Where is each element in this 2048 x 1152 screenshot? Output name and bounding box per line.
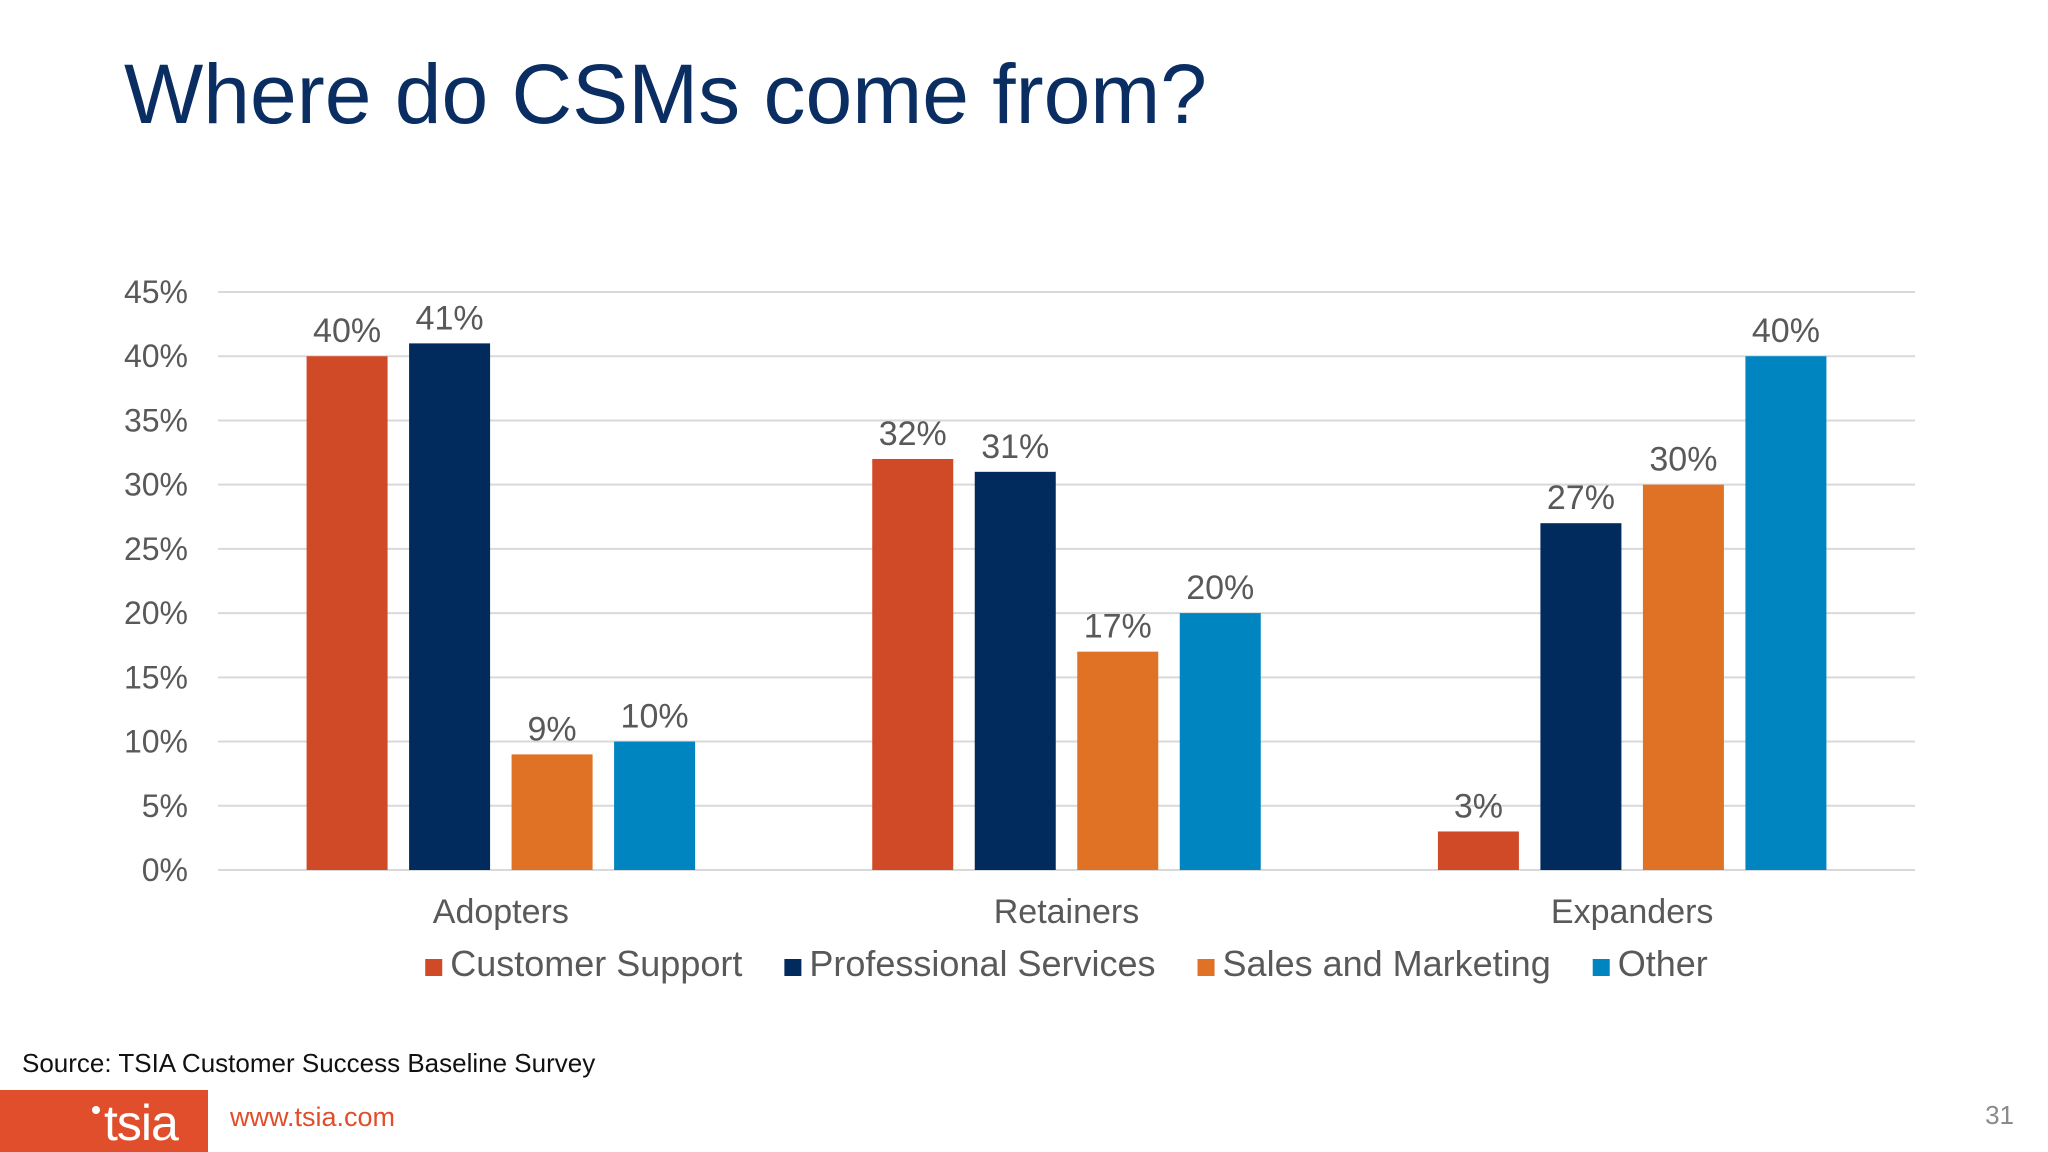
data-label: 27% [1547,479,1615,517]
legend-label: Customer Support [450,943,742,984]
data-label: 41% [416,299,484,337]
x-category-label: Adopters [433,893,569,931]
data-label: 40% [313,312,381,350]
page-number: 31 [1985,1100,2014,1130]
bar-chart: 0% 5% 10% 15% 20% 25% 30% 35% 40% 45% 40% 41% 9% 10%… [124,274,1915,984]
bar [306,356,388,870]
footer-url-link[interactable]: www.tsia.com [230,1102,396,1132]
y-tick-label: 30% [124,467,188,503]
legend-label: Sales and Marketing [1223,943,1551,984]
y-tick-label: 35% [124,402,188,438]
tsia-logo: tsia [0,1090,208,1152]
data-label: 31% [981,428,1049,466]
y-tick-label: 15% [124,659,188,695]
gridlines [218,291,1915,871]
bar [409,343,491,870]
data-label: 20% [1186,569,1254,607]
data-label: 30% [1649,441,1717,479]
data-label: 32% [879,415,947,453]
y-tick-label: 5% [142,788,188,824]
slide-title: Where do CSMs come from? [124,47,1207,141]
legend-item: Customer Support [425,943,742,984]
legend-swatch [1197,959,1215,976]
bar [1642,484,1724,870]
y-tick-label: 20% [124,595,188,631]
data-label: 17% [1084,608,1152,646]
bar [1437,831,1519,870]
bar [1179,613,1261,870]
bar [1540,523,1622,870]
legend: Customer Support Professional Services Sal… [425,943,1708,984]
x-axis-category-labels: Adopters Retainers Expanders [433,893,1714,931]
legend-item: Other [1592,943,1708,984]
bar [614,741,696,870]
data-label: 10% [621,698,689,736]
source-note: Source: TSIA Customer Success Baseline S… [22,1048,596,1078]
data-labels: 40% 41% 9% 10% 32% 31% 17% 20% 3% 27% 30% 40% [313,299,1820,825]
legend-label: Other [1618,943,1708,984]
y-tick-label: 10% [124,724,188,760]
bar [511,754,593,870]
y-tick-label: 25% [124,531,188,567]
y-tick-label: 45% [124,274,188,310]
y-axis-tick-labels: 0% 5% 10% 15% 20% 25% 30% 35% 40% 45% [124,274,188,888]
legend-label: Professional Services [809,943,1155,984]
data-label: 3% [1454,787,1503,825]
legend-swatch [1592,959,1610,976]
y-tick-label: 0% [142,852,188,888]
x-category-label: Expanders [1551,893,1714,931]
y-tick-label: 40% [124,338,188,374]
data-label: 40% [1752,312,1820,350]
bar [1077,651,1159,870]
legend-item: Sales and Marketing [1197,943,1551,984]
bar [974,471,1056,870]
legend-swatch [425,959,443,976]
legend-swatch [784,959,802,976]
bars [306,343,1827,870]
bar [1745,356,1827,870]
bar [872,458,954,870]
x-category-label: Retainers [994,893,1140,931]
svg-text:tsia: tsia [104,1095,179,1151]
data-label: 9% [528,710,577,748]
legend-item: Professional Services [784,943,1156,984]
